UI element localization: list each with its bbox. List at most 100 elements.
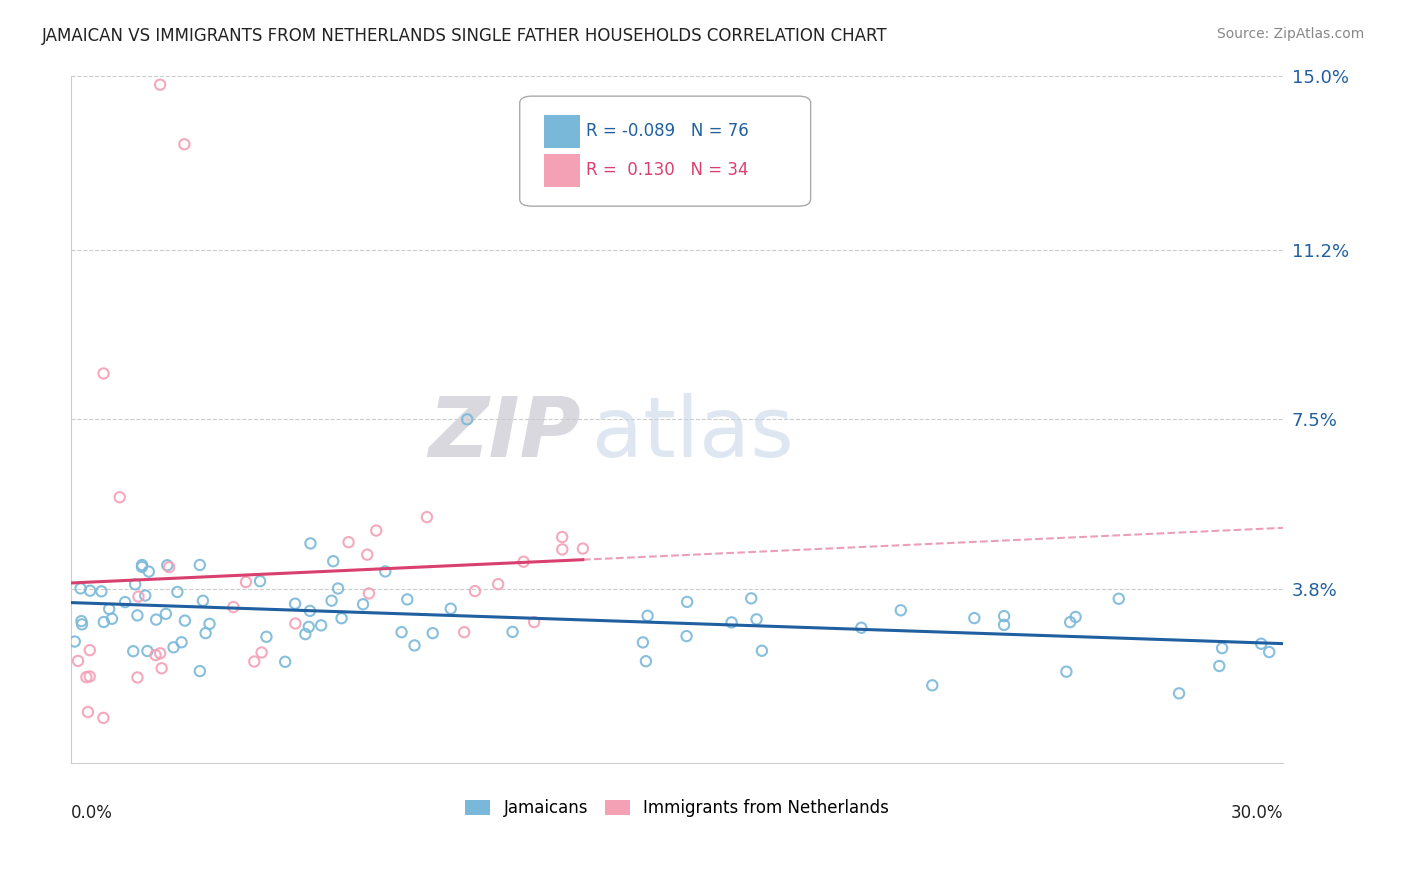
Point xyxy=(740,591,762,606)
Point xyxy=(124,577,146,591)
Point xyxy=(745,612,768,626)
Point xyxy=(326,582,349,596)
Point xyxy=(127,590,149,604)
Point xyxy=(77,705,100,719)
Point xyxy=(170,635,193,649)
Point xyxy=(114,595,136,609)
Point xyxy=(63,634,86,648)
Point xyxy=(1054,665,1077,679)
Text: 0.0%: 0.0% xyxy=(72,805,112,822)
Text: R =  0.130   N = 34: R = 0.130 N = 34 xyxy=(586,161,749,179)
Point xyxy=(512,555,534,569)
Bar xyxy=(544,115,581,148)
Point xyxy=(122,644,145,658)
Point xyxy=(486,577,509,591)
Point xyxy=(70,617,93,632)
Point xyxy=(1258,645,1281,659)
Point xyxy=(155,607,177,621)
Point xyxy=(634,654,657,668)
Point xyxy=(309,618,332,632)
Point xyxy=(464,584,486,599)
Point xyxy=(249,574,271,589)
Point xyxy=(79,583,101,598)
Point xyxy=(298,604,321,618)
FancyBboxPatch shape xyxy=(520,96,811,206)
Point xyxy=(453,625,475,640)
Point xyxy=(1211,641,1233,656)
Point xyxy=(127,670,149,684)
Point xyxy=(356,548,378,562)
Point xyxy=(138,565,160,579)
Point xyxy=(136,644,159,658)
Text: atlas: atlas xyxy=(592,392,794,474)
Point xyxy=(274,655,297,669)
Point xyxy=(1108,591,1130,606)
Point xyxy=(337,535,360,549)
Point xyxy=(890,603,912,617)
Point xyxy=(298,620,321,634)
Point xyxy=(131,560,153,574)
Point xyxy=(134,589,156,603)
Point xyxy=(188,664,211,678)
Point xyxy=(751,644,773,658)
Point xyxy=(502,624,524,639)
Point xyxy=(1208,659,1230,673)
Text: R = -0.089   N = 76: R = -0.089 N = 76 xyxy=(586,122,749,140)
Point xyxy=(98,602,121,616)
Point xyxy=(127,608,149,623)
Point xyxy=(256,630,278,644)
Point xyxy=(1064,610,1087,624)
Text: 30.0%: 30.0% xyxy=(1230,805,1284,822)
Point xyxy=(366,524,388,538)
Point xyxy=(551,530,574,544)
Point xyxy=(416,510,439,524)
Point xyxy=(149,78,172,92)
Point xyxy=(93,367,115,381)
Point xyxy=(294,627,316,641)
Point xyxy=(391,625,413,640)
Point xyxy=(352,597,374,611)
Point xyxy=(1059,615,1081,629)
Point xyxy=(198,616,221,631)
Point xyxy=(572,541,595,556)
Point xyxy=(108,490,131,504)
Point xyxy=(1168,686,1191,700)
Point xyxy=(422,626,444,640)
Point xyxy=(194,626,217,640)
Point xyxy=(145,613,167,627)
Point xyxy=(70,614,93,628)
Point xyxy=(284,616,307,631)
Point xyxy=(191,594,214,608)
Point xyxy=(921,678,943,692)
Point xyxy=(250,645,273,659)
Point xyxy=(174,614,197,628)
Point xyxy=(523,615,546,629)
Point xyxy=(637,608,659,623)
Point xyxy=(330,611,353,625)
Point xyxy=(321,593,343,607)
Point xyxy=(299,536,322,550)
Point xyxy=(79,669,101,683)
Point xyxy=(75,670,97,684)
Point xyxy=(851,621,873,635)
Point xyxy=(235,575,257,590)
Point xyxy=(284,597,307,611)
Point xyxy=(993,609,1015,624)
Point xyxy=(631,635,654,649)
Text: ZIP: ZIP xyxy=(427,392,581,474)
Point xyxy=(551,542,574,557)
Point xyxy=(404,639,426,653)
Point xyxy=(322,554,344,568)
Text: JAMAICAN VS IMMIGRANTS FROM NETHERLANDS SINGLE FATHER HOUSEHOLDS CORRELATION CHA: JAMAICAN VS IMMIGRANTS FROM NETHERLANDS … xyxy=(42,27,887,45)
Point xyxy=(675,629,697,643)
Point xyxy=(162,640,184,655)
Point xyxy=(456,412,478,426)
Point xyxy=(1250,637,1272,651)
Point xyxy=(69,582,91,596)
Point xyxy=(145,648,167,662)
Point xyxy=(993,618,1015,632)
Point xyxy=(156,558,179,573)
Point xyxy=(79,643,101,657)
Point xyxy=(131,558,153,572)
Point xyxy=(720,615,742,630)
